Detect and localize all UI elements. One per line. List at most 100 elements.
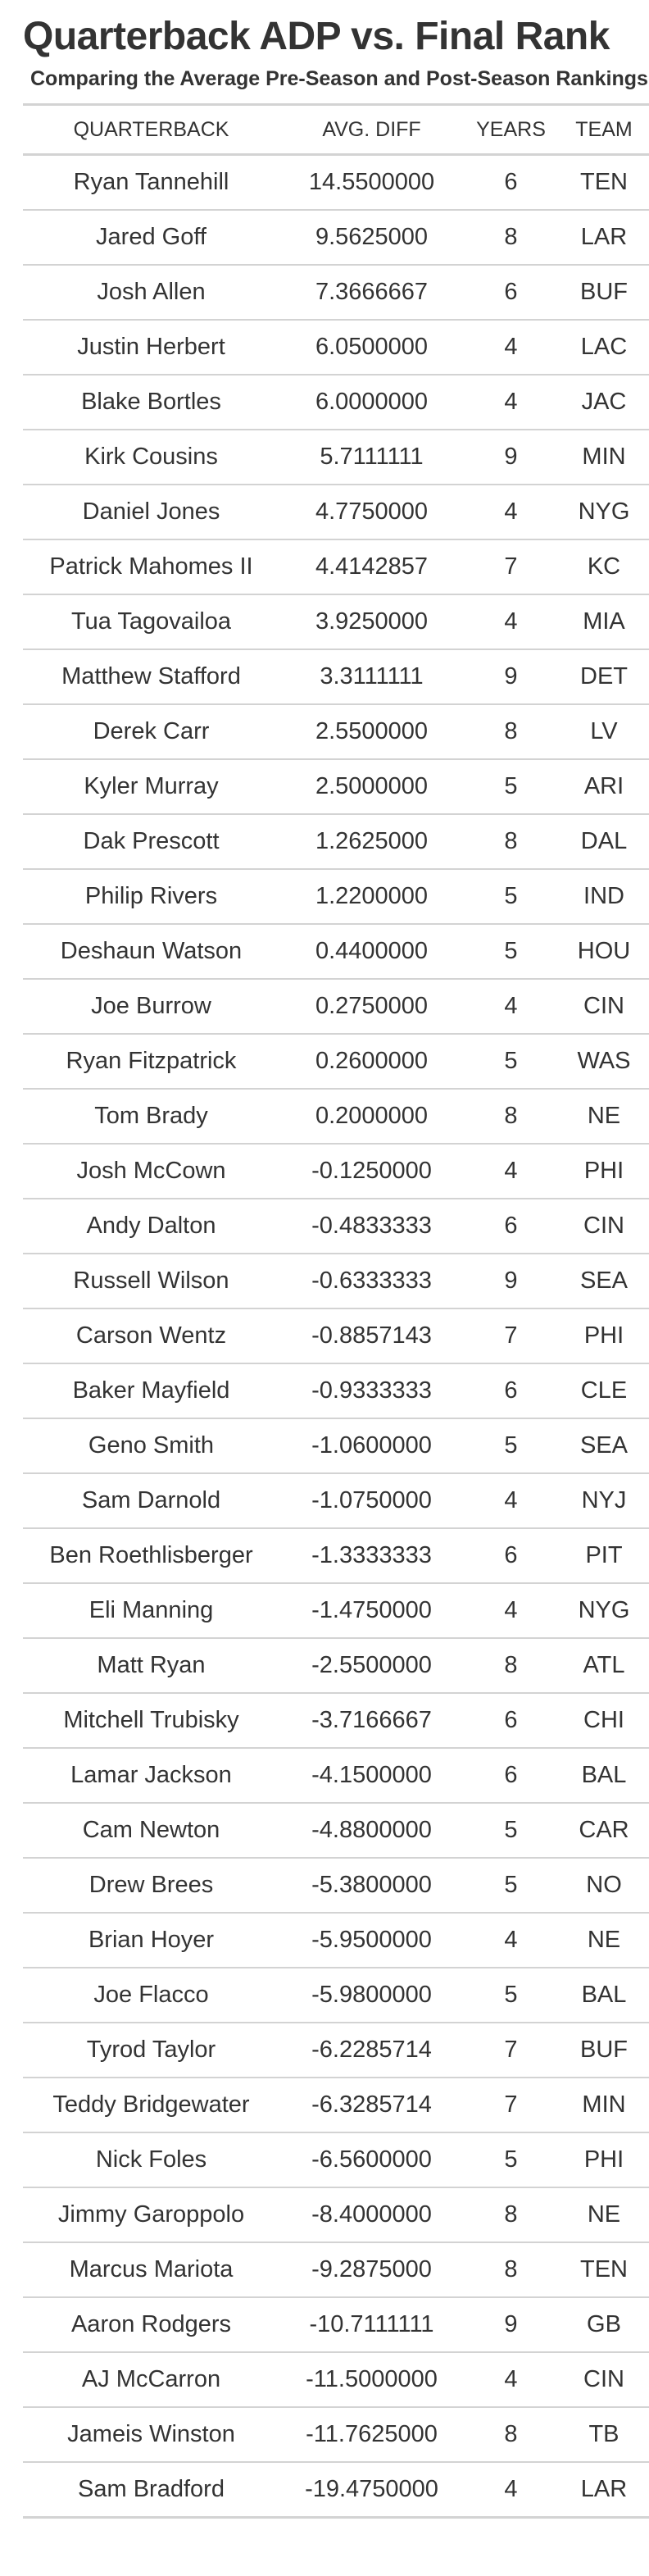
- cell-years: 8: [464, 2242, 558, 2298]
- cell-avg-diff: -0.8857143: [279, 1308, 464, 1364]
- cell-quarterback: Tom Brady: [23, 1089, 279, 1145]
- table-row: Eli Manning -1.4750000 4 NYG: [23, 1583, 649, 1639]
- cell-team: NE: [558, 1089, 649, 1145]
- table-row: Matthew Stafford 3.3111111 9 DET: [23, 649, 649, 705]
- cell-quarterback: Aaron Rodgers: [23, 2297, 279, 2353]
- cell-avg-diff: -9.2875000: [279, 2242, 464, 2298]
- table-row: Jared Goff 9.5625000 8 LAR: [23, 210, 649, 266]
- table-row: Philip Rivers 1.2200000 5 IND: [23, 869, 649, 925]
- cell-avg-diff: 14.5500000: [279, 154, 464, 211]
- cell-years: 4: [464, 375, 558, 430]
- cell-quarterback: Mitchell Trubisky: [23, 1693, 279, 1749]
- cell-years: 5: [464, 1418, 558, 1474]
- cell-team: HOU: [558, 924, 649, 980]
- cell-team: LAC: [558, 320, 649, 375]
- table-row: Sam Darnold -1.0750000 4 NYJ: [23, 1473, 649, 1529]
- cell-years: 9: [464, 2297, 558, 2353]
- cell-avg-diff: -8.4000000: [279, 2187, 464, 2243]
- table-row: Tyrod Taylor -6.2285714 7 BUF: [23, 2023, 649, 2078]
- table-row: Deshaun Watson 0.4400000 5 HOU: [23, 924, 649, 980]
- cell-quarterback: Matt Ryan: [23, 1638, 279, 1694]
- cell-quarterback: Philip Rivers: [23, 869, 279, 925]
- column-header-team: TEAM: [558, 103, 649, 156]
- cell-quarterback: Kirk Cousins: [23, 430, 279, 485]
- cell-avg-diff: 3.9250000: [279, 594, 464, 650]
- table-row: Patrick Mahomes II 4.4142857 7 KC: [23, 539, 649, 595]
- table-row: Baker Mayfield -0.9333333 6 CLE: [23, 1363, 649, 1419]
- cell-team: PHI: [558, 1144, 649, 1199]
- table-row: Josh McCown -0.1250000 4 PHI: [23, 1144, 649, 1199]
- cell-avg-diff: 2.5000000: [279, 759, 464, 815]
- cell-quarterback: Russell Wilson: [23, 1254, 279, 1309]
- cell-quarterback: Jameis Winston: [23, 2407, 279, 2463]
- cell-team: TB: [558, 2407, 649, 2463]
- cell-quarterback: Jared Goff: [23, 210, 279, 266]
- table-row: Cam Newton -4.8800000 5 CAR: [23, 1803, 649, 1859]
- header-row: QUARTERBACK AVG. DIFF YEARS TEAM: [23, 103, 649, 156]
- cell-team: MIN: [558, 2078, 649, 2133]
- cell-years: 8: [464, 1638, 558, 1694]
- cell-avg-diff: -19.4750000: [279, 2462, 464, 2519]
- table-row: Matt Ryan -2.5500000 8 ATL: [23, 1638, 649, 1694]
- cell-quarterback: AJ McCarron: [23, 2352, 279, 2408]
- cell-years: 7: [464, 539, 558, 595]
- cell-team: CIN: [558, 2352, 649, 2408]
- cell-avg-diff: -5.9500000: [279, 1913, 464, 1968]
- cell-quarterback: Marcus Mariota: [23, 2242, 279, 2298]
- cell-team: MIN: [558, 430, 649, 485]
- cell-years: 9: [464, 430, 558, 485]
- cell-years: 6: [464, 265, 558, 321]
- cell-team: NYJ: [558, 1473, 649, 1529]
- cell-quarterback: Ryan Tannehill: [23, 154, 279, 211]
- column-header-years: YEARS: [464, 103, 558, 156]
- cell-years: 8: [464, 814, 558, 870]
- cell-team: BUF: [558, 265, 649, 321]
- cell-avg-diff: -1.0600000: [279, 1418, 464, 1474]
- cell-quarterback: Deshaun Watson: [23, 924, 279, 980]
- table-row: Justin Herbert 6.0500000 4 LAC: [23, 320, 649, 375]
- cell-team: ARI: [558, 759, 649, 815]
- cell-team: SEA: [558, 1254, 649, 1309]
- cell-quarterback: Nick Foles: [23, 2132, 279, 2188]
- table-row: Dak Prescott 1.2625000 8 DAL: [23, 814, 649, 870]
- cell-years: 5: [464, 1803, 558, 1859]
- cell-avg-diff: 5.7111111: [279, 430, 464, 485]
- cell-avg-diff: -1.4750000: [279, 1583, 464, 1639]
- cell-quarterback: Dak Prescott: [23, 814, 279, 870]
- cell-years: 5: [464, 1858, 558, 1914]
- cell-avg-diff: -2.5500000: [279, 1638, 464, 1694]
- cell-quarterback: Ben Roethlisberger: [23, 1528, 279, 1584]
- cell-avg-diff: -4.8800000: [279, 1803, 464, 1859]
- cell-avg-diff: -10.7111111: [279, 2297, 464, 2353]
- cell-avg-diff: 4.4142857: [279, 539, 464, 595]
- cell-avg-diff: -4.1500000: [279, 1748, 464, 1804]
- table-body: Ryan Tannehill 14.5500000 6 TEN Jared Goff 9.…: [23, 154, 649, 2519]
- cell-years: 4: [464, 2352, 558, 2408]
- table-row: Marcus Mariota -9.2875000 8 TEN: [23, 2242, 649, 2298]
- cell-avg-diff: 9.5625000: [279, 210, 464, 266]
- cell-team: BAL: [558, 1968, 649, 2023]
- cell-avg-diff: -0.6333333: [279, 1254, 464, 1309]
- cell-years: 5: [464, 869, 558, 925]
- cell-years: 8: [464, 704, 558, 760]
- cell-years: 9: [464, 649, 558, 705]
- cell-team: GB: [558, 2297, 649, 2353]
- cell-avg-diff: -1.0750000: [279, 1473, 464, 1529]
- table-row: Kirk Cousins 5.7111111 9 MIN: [23, 430, 649, 485]
- cell-years: 5: [464, 1034, 558, 1090]
- table-row: Aaron Rodgers -10.7111111 9 GB: [23, 2297, 649, 2353]
- cell-years: 6: [464, 1528, 558, 1584]
- cell-quarterback: Ryan Fitzpatrick: [23, 1034, 279, 1090]
- cell-team: LAR: [558, 2462, 649, 2519]
- cell-avg-diff: 1.2625000: [279, 814, 464, 870]
- table-row: Tua Tagovailoa 3.9250000 4 MIA: [23, 594, 649, 650]
- cell-years: 4: [464, 1473, 558, 1529]
- cell-quarterback: Teddy Bridgewater: [23, 2078, 279, 2133]
- cell-quarterback: Patrick Mahomes II: [23, 539, 279, 595]
- cell-avg-diff: -3.7166667: [279, 1693, 464, 1749]
- cell-quarterback: Joe Flacco: [23, 1968, 279, 2023]
- table-row: Mitchell Trubisky -3.7166667 6 CHI: [23, 1693, 649, 1749]
- cell-quarterback: Carson Wentz: [23, 1308, 279, 1364]
- cell-team: NO: [558, 1858, 649, 1914]
- table-header: QUARTERBACK AVG. DIFF YEARS TEAM: [23, 103, 649, 156]
